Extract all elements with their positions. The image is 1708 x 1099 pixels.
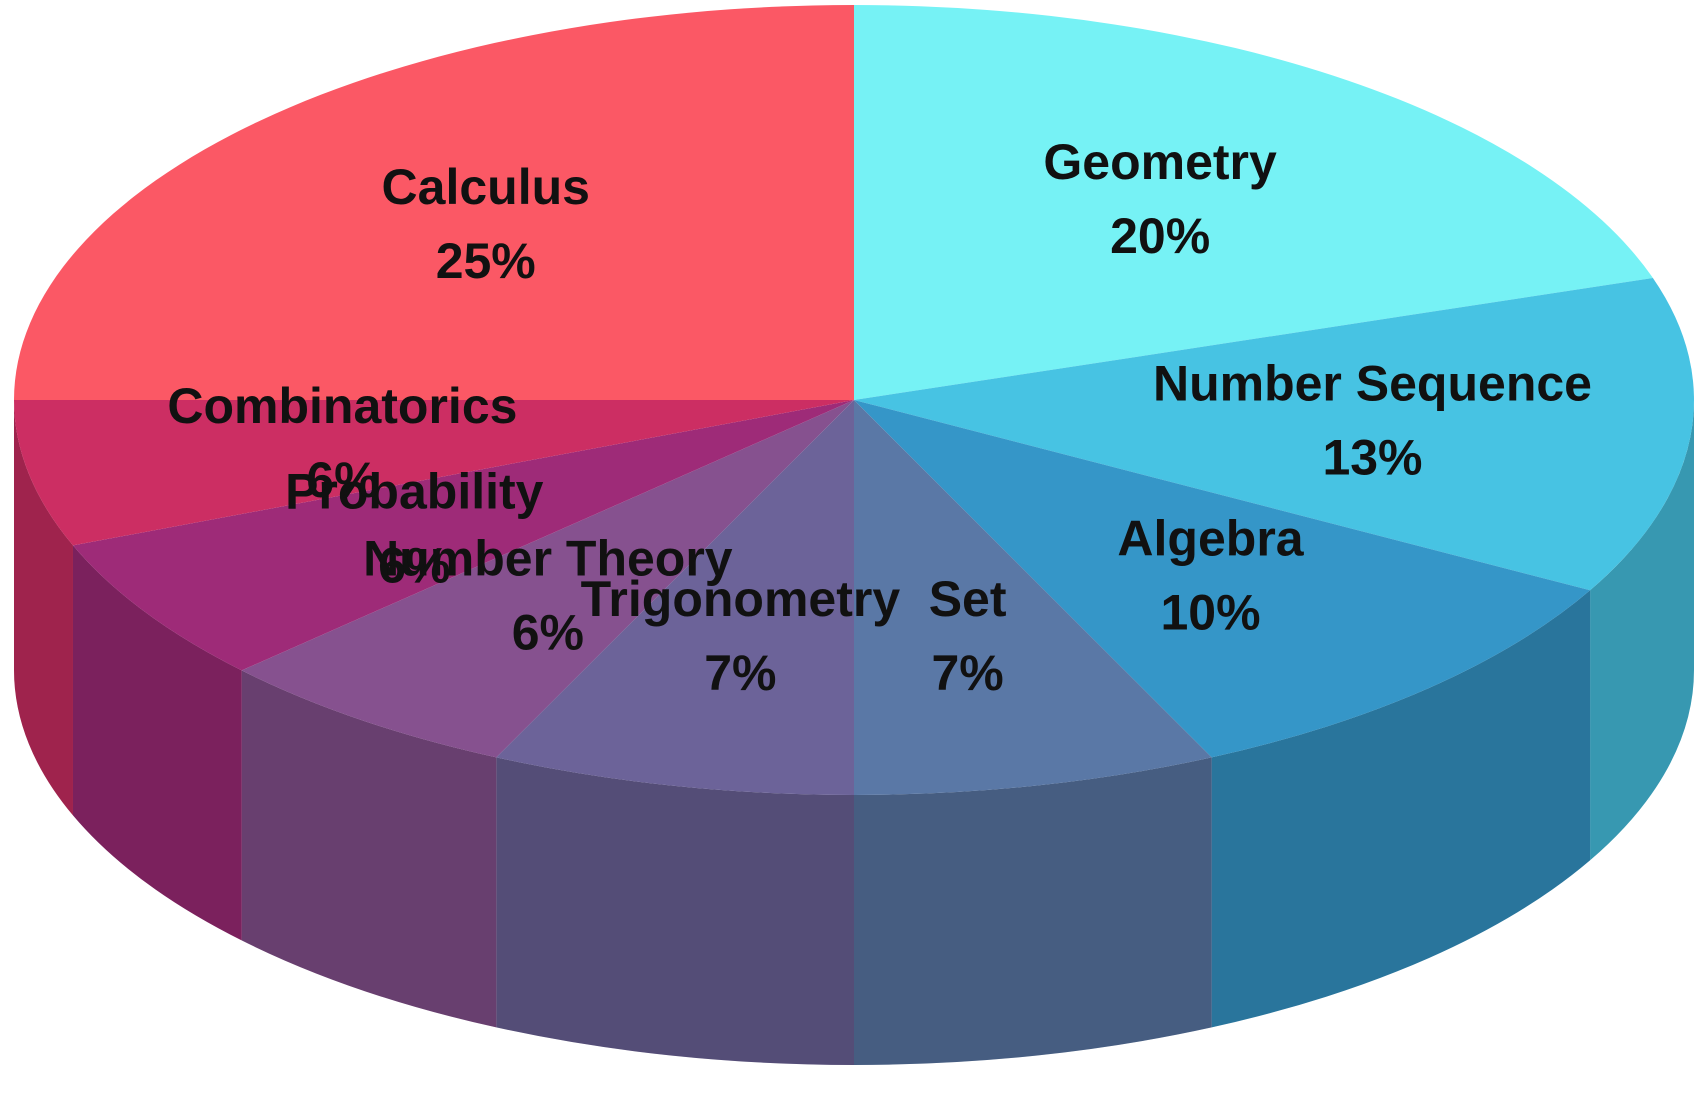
slice-side-shade	[854, 757, 1212, 1065]
slice-label: Number Sequence	[1153, 355, 1592, 411]
slice-value-label: 10%	[1160, 585, 1260, 641]
slice	[14, 5, 854, 400]
slice-value-label: 7%	[931, 645, 1003, 701]
slice-side	[72, 545, 242, 941]
slice-side	[13, 400, 73, 816]
slice-side-shade	[1590, 400, 1694, 861]
slice-side-shade	[1211, 590, 1591, 1028]
slice-value-label: 6%	[378, 537, 450, 593]
slice	[854, 5, 1653, 400]
slice-label: Geometry	[1043, 134, 1277, 190]
slice-label: Probability	[285, 463, 544, 519]
slice-label: Number Theory	[363, 530, 733, 586]
slice-label: Trigonometry	[581, 571, 901, 627]
slice-side	[1211, 590, 1591, 1028]
slice	[13, 400, 854, 546]
slice-label: Algebra	[1117, 511, 1304, 567]
slice-value-label: 6%	[512, 604, 584, 660]
slice-label: Set	[929, 571, 1007, 627]
slice-side	[241, 670, 497, 1028]
slice	[72, 400, 855, 671]
slice-side-shade	[72, 545, 242, 941]
slice-side	[854, 757, 1212, 1065]
slice	[854, 277, 1695, 591]
slice-side-shade	[241, 670, 497, 1028]
slice-side	[496, 757, 854, 1065]
slice-value-label: 25%	[436, 233, 536, 289]
slice-value-label: 7%	[704, 645, 776, 701]
slice-label: Combinatorics	[167, 378, 517, 434]
slice-label: Calculus	[382, 159, 590, 215]
slice-value-label: 6%	[306, 452, 378, 508]
slice	[854, 400, 1212, 795]
slice-side-shade	[13, 400, 73, 816]
slice-value-label: 20%	[1110, 208, 1210, 264]
slice	[496, 400, 854, 795]
slice-side	[1590, 400, 1694, 861]
slice-side-shade	[496, 757, 854, 1065]
slice-value-label: 13%	[1322, 429, 1422, 485]
slice	[241, 400, 854, 758]
slice	[854, 400, 1591, 758]
